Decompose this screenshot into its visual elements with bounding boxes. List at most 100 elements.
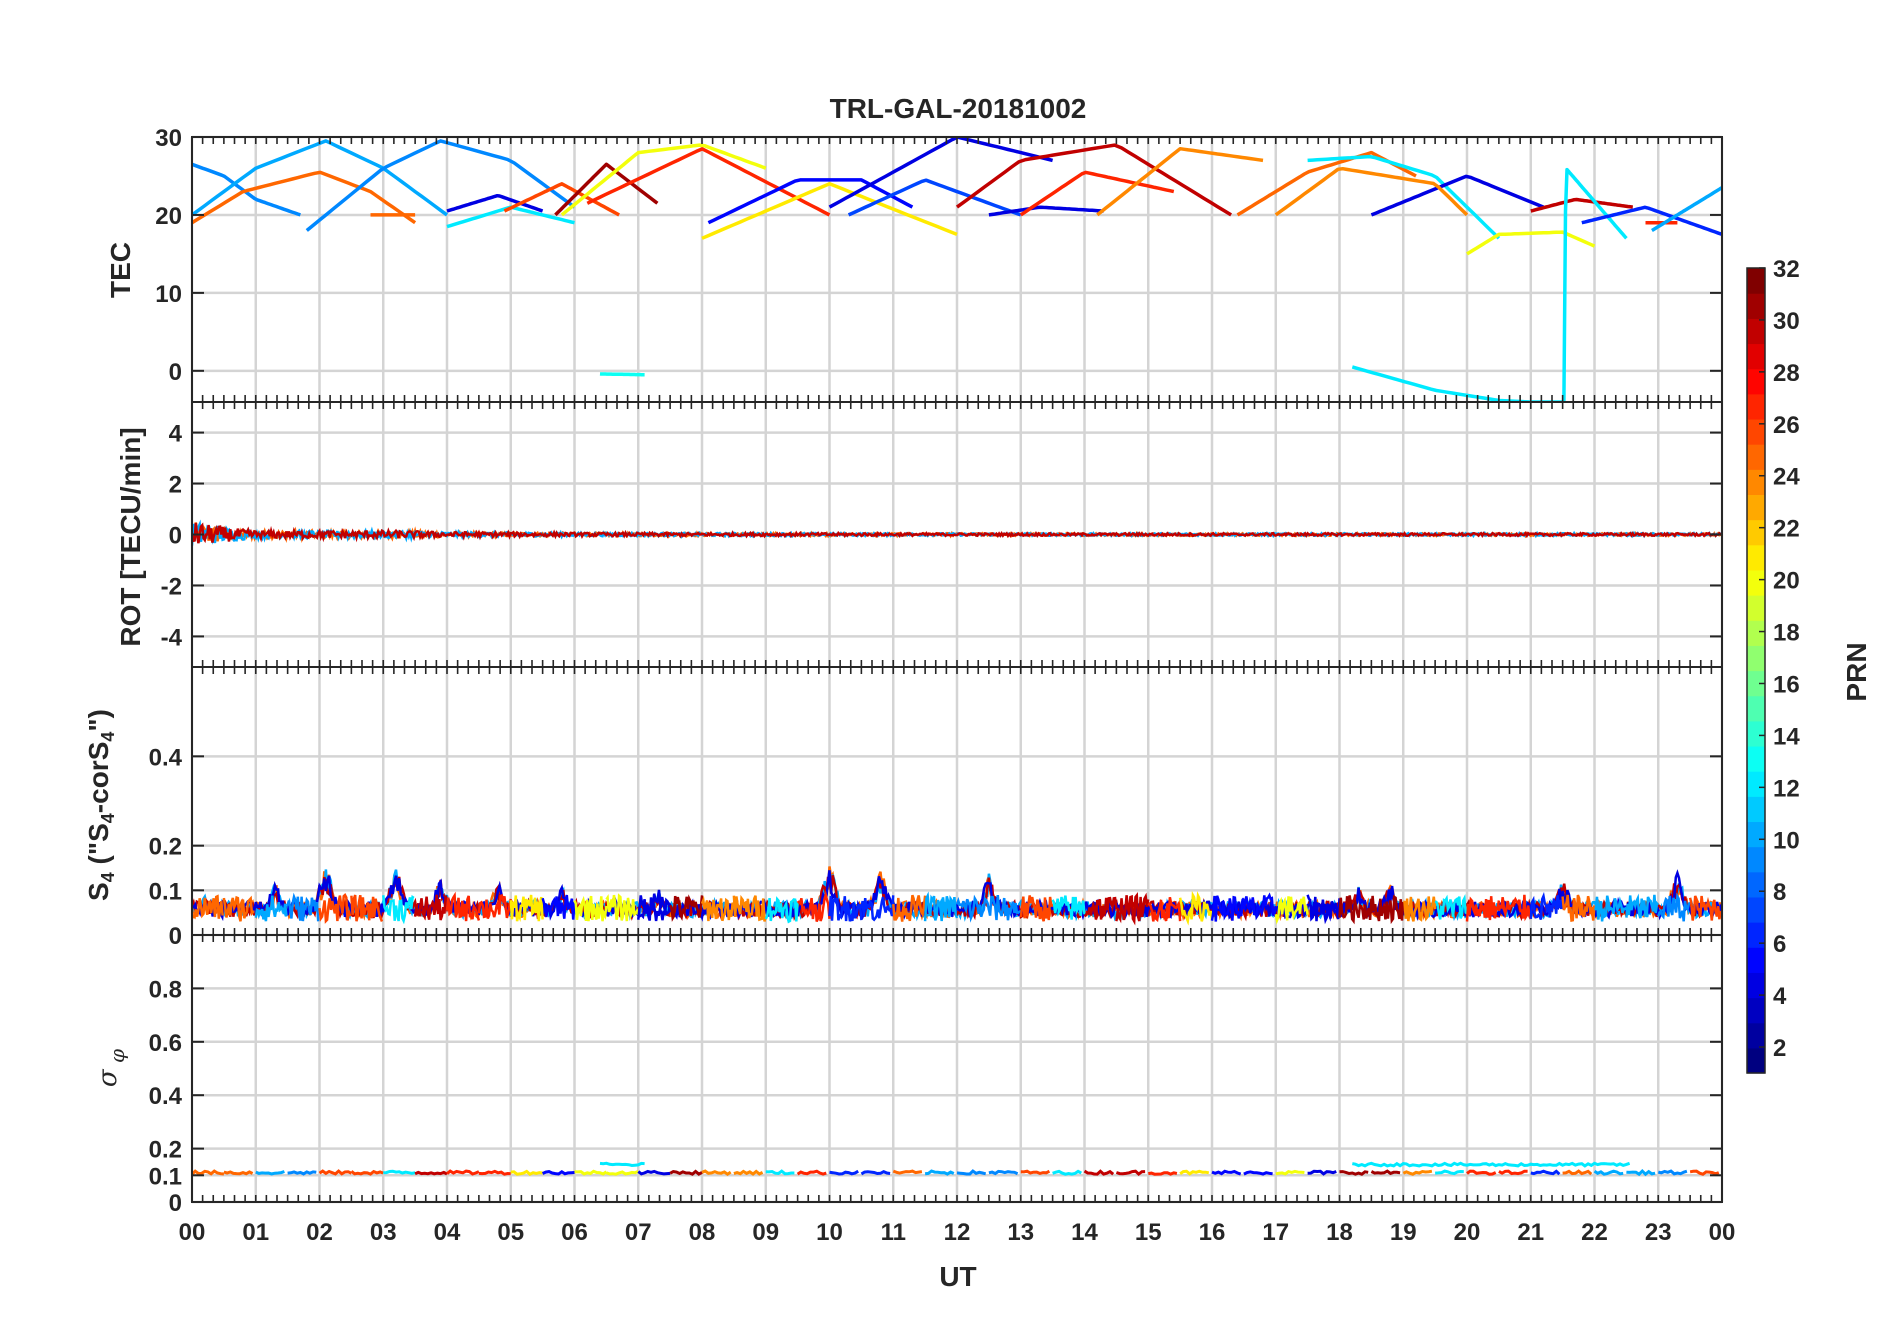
colorbar-segment — [1747, 368, 1765, 395]
sigma-segment — [733, 1169, 764, 1176]
sigma-segment — [1115, 1169, 1146, 1177]
y-tick-label: 0 — [169, 1190, 182, 1217]
colorbar-frame — [1746, 267, 1766, 1074]
sigma-segment — [860, 1170, 891, 1176]
colorbar-tick-label: 20 — [1773, 568, 1800, 595]
x-tick-label: 03 — [370, 1219, 397, 1246]
x-tick-label: 21 — [1517, 1219, 1544, 1246]
y-tick-label: 0.6 — [149, 1030, 182, 1057]
x-tick-label: 13 — [1007, 1219, 1034, 1246]
x-tick-label: 02 — [306, 1219, 333, 1246]
x-tick-label: 15 — [1135, 1219, 1162, 1246]
tec-series-prn-24 — [1096, 146, 1264, 217]
tec-series-prn-26 — [503, 182, 620, 217]
colorbar-tick-label: 24 — [1773, 464, 1800, 491]
sigma-segment — [1466, 1169, 1497, 1176]
data-layer — [192, 137, 1722, 402]
colorbar-segment — [1747, 846, 1765, 873]
sigma-phi-ylabel: σ φ — [93, 1049, 129, 1087]
sigma-segment — [701, 1169, 732, 1177]
y-tick-label: 4 — [169, 421, 183, 448]
colorbar-tick-label: 10 — [1773, 827, 1800, 854]
sigma-segment — [223, 1170, 254, 1176]
s4-segment — [541, 894, 576, 920]
s4-segment — [828, 895, 863, 922]
sigma-segment — [350, 1169, 384, 1176]
colorbar-segment — [1747, 997, 1765, 1024]
s4-segment — [1242, 892, 1277, 918]
tec-series-prn-5 — [707, 178, 914, 225]
s4-segment — [1019, 895, 1054, 922]
tec-series-prn-30 — [955, 143, 1233, 217]
colorbar-segment — [1747, 494, 1765, 521]
s4-segment — [987, 894, 1022, 921]
tec-series-prn-24 — [1274, 166, 1469, 217]
s4-segment — [1403, 896, 1437, 922]
tec-series-prn-31 — [554, 162, 659, 217]
y-tick-label: 20 — [155, 203, 182, 230]
colorbar-segment — [1747, 569, 1765, 596]
sigma-segment — [1339, 1170, 1369, 1176]
sigma-segment — [605, 1170, 639, 1176]
sigma-segment — [478, 1169, 511, 1176]
s4-segment — [1083, 896, 1118, 920]
sigma-segment — [892, 1169, 923, 1175]
s4-segment — [1434, 894, 1468, 920]
tec-series-prn-4 — [446, 193, 544, 213]
sigma-elevated-prn-12 — [599, 1161, 645, 1168]
x-tick-label: 10 — [816, 1219, 843, 1246]
colorbar-tick-label: 4 — [1773, 983, 1787, 1010]
y-tick-label: 0.1 — [149, 878, 182, 905]
colorbar-segment — [1747, 645, 1765, 672]
x-tick-label: 07 — [625, 1219, 652, 1246]
sigma-segment — [1148, 1171, 1178, 1176]
sigma-segment — [383, 1169, 416, 1175]
x-tick-label: 14 — [1071, 1219, 1098, 1246]
sigma-segment — [637, 1169, 671, 1176]
sigma-elevated-prn-12 — [1352, 1161, 1631, 1168]
x-tick-label: 22 — [1581, 1219, 1608, 1246]
sigma-segment — [287, 1170, 317, 1176]
x-tick-label: 01 — [242, 1219, 269, 1246]
s4-segment — [669, 894, 704, 922]
s4-segment — [796, 890, 831, 922]
tec-series-prn-4 — [1370, 174, 1545, 217]
colorbar-tick-label: 6 — [1773, 931, 1786, 958]
x-tick-label: 12 — [944, 1219, 971, 1246]
colorbar-segment — [1747, 469, 1765, 496]
s4-segment — [477, 893, 512, 920]
s4-ylabel: S4 ("S4-corS4") — [83, 709, 118, 901]
x-tick-label: 19 — [1390, 1219, 1417, 1246]
colorbar-segment — [1747, 796, 1765, 823]
colorbar-tick-label: 18 — [1773, 620, 1800, 647]
colorbar-tick-label: 26 — [1773, 412, 1800, 439]
sigma-segment — [1307, 1169, 1337, 1176]
colorbar-segment — [1747, 343, 1765, 370]
s4-segment — [192, 894, 224, 920]
sigma-segment — [1562, 1169, 1593, 1176]
x-tick-label: 17 — [1262, 1219, 1289, 1246]
sigma-segment — [1275, 1169, 1305, 1176]
colorbar-segment — [1747, 519, 1765, 546]
sigma-segment — [924, 1169, 955, 1176]
colorbar-segment — [1747, 871, 1765, 898]
colorbar-segment — [1747, 1022, 1765, 1049]
s4-segment — [1178, 890, 1214, 926]
sigma-segment — [988, 1169, 1019, 1176]
colorbar-tick-label: 12 — [1773, 775, 1800, 802]
sigma-segment — [255, 1170, 285, 1176]
s4-segment — [1338, 895, 1373, 925]
s4-segment — [318, 892, 352, 924]
s4-segment — [509, 894, 544, 923]
colorbar-segment — [1747, 544, 1765, 571]
s4-segment — [1465, 896, 1501, 922]
tec-series-prn-9 — [305, 139, 576, 232]
sigma-segment — [1689, 1169, 1720, 1176]
s4-segment — [955, 894, 991, 923]
s4-segment — [892, 894, 927, 922]
s4-segment — [1561, 894, 1596, 923]
colorbar-segment — [1747, 620, 1765, 646]
y-tick-label: 0.4 — [149, 744, 183, 771]
sigma-segment — [796, 1169, 827, 1176]
tec-ylabel: TEC — [105, 242, 136, 298]
